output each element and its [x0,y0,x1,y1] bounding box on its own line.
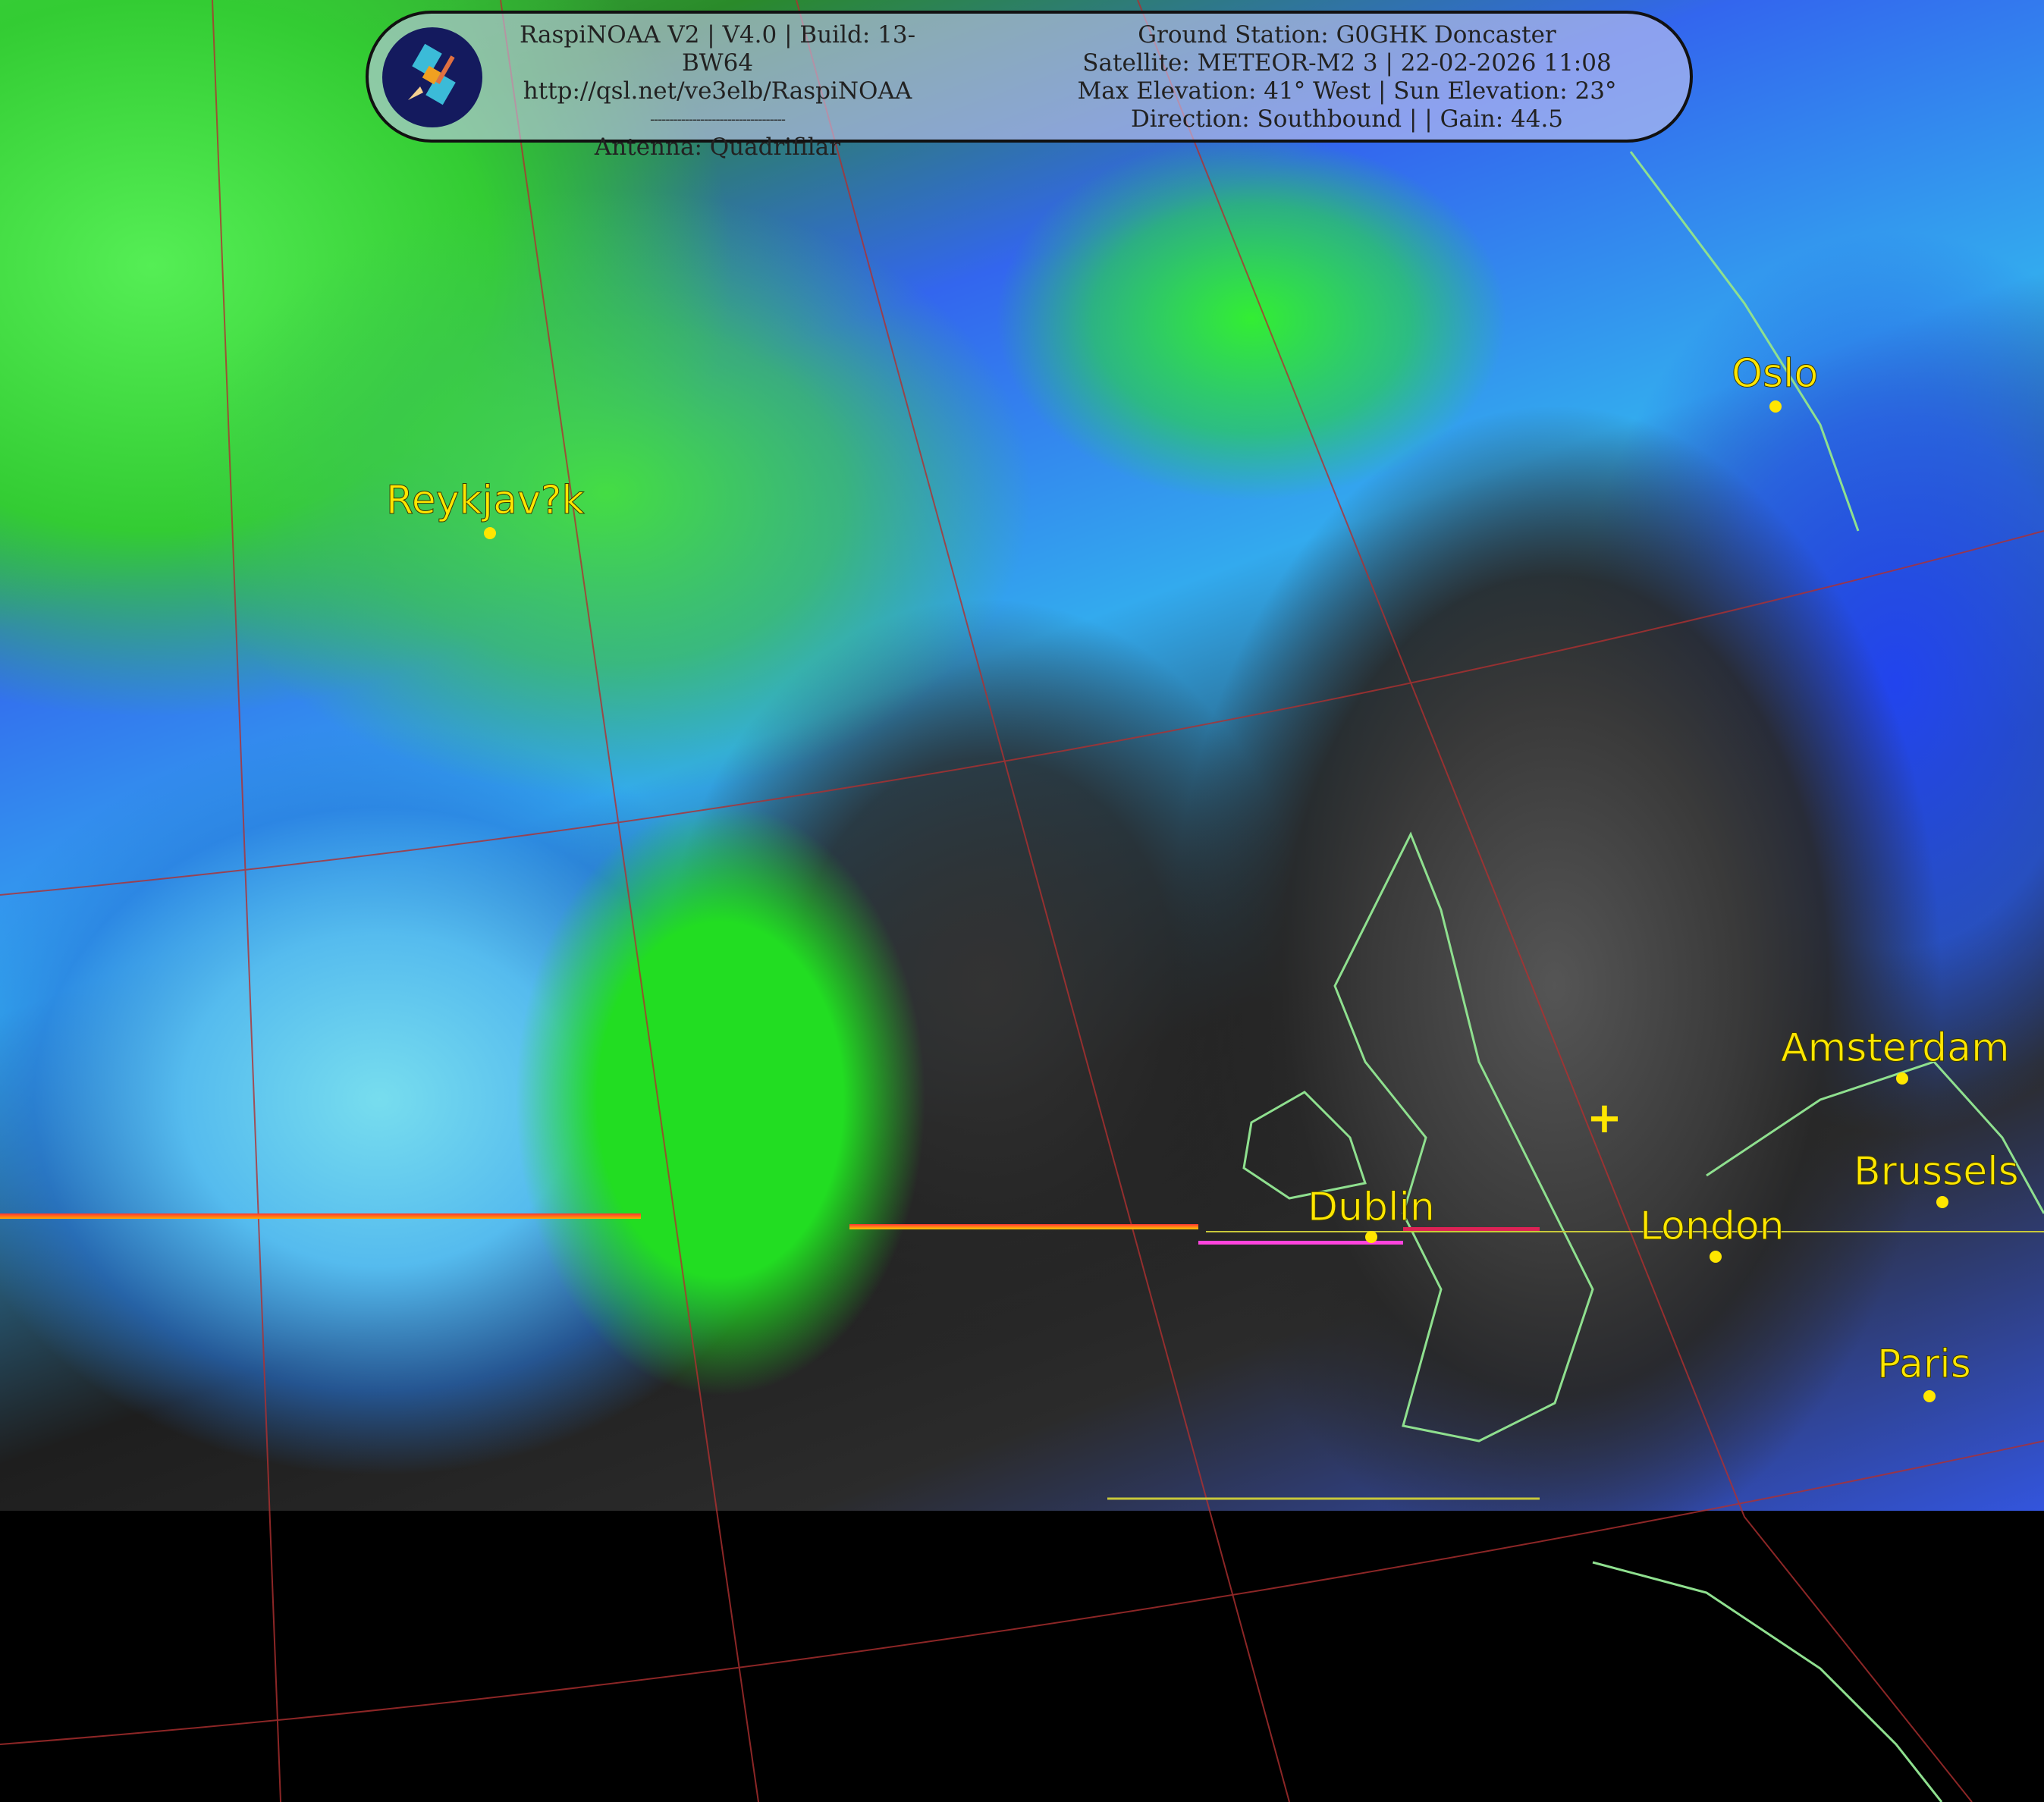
satellite-info: Satellite: METEOR-M2 3 | 22-02-2026 11:0… [1082,49,1612,77]
city-label-amsterdam: Amsterdam [1781,1025,2011,1072]
city-label-brussels: Brussels [1854,1149,2020,1195]
city-label-london: London [1640,1204,1785,1250]
coastline [1242,1091,1367,1200]
coastline [1592,1561,1943,1802]
city-label-paris: Paris [1877,1342,1972,1388]
antenna: Antenna: Quadrifilar [594,133,841,161]
noise-streak [849,1224,1198,1229]
city-marker [1923,1390,1936,1402]
city-marker [1365,1231,1377,1243]
noise-streak [0,1213,641,1219]
coastline [1629,151,1860,532]
project-url: http://qsl.net/ve3elb/RaspiNOAA [523,77,912,105]
direction-gain: Direction: Southbound | | Gain: 44.5 [1130,105,1564,133]
satellite-icon [382,27,482,127]
city-marker [484,527,496,539]
noise-streak [1403,1227,1540,1231]
city-label-reykjavik: Reykjav?k [385,478,585,524]
grid-line [0,1440,2044,1745]
city-marker [1710,1251,1722,1263]
plus-icon: + [1587,1094,1622,1143]
grid-line [212,0,281,1802]
grid-line [0,530,2044,896]
coastline [1333,831,1594,1443]
elevation-info: Max Elevation: 41° West | Sun Elevation:… [1077,77,1617,105]
coastline [1706,1060,2044,1214]
noise-streak [1198,1241,1403,1245]
grid-line [500,0,759,1802]
city-marker [1936,1196,1948,1208]
grid-line [1137,0,1973,1802]
app-version: RaspiNOAA V2 | V4.0 | Build: 13-BW64 [519,21,916,77]
city-label-oslo: Oslo [1731,351,1819,397]
city-marker [1896,1072,1908,1085]
city-marker [1769,400,1782,413]
ground-station: Ground Station: G0GHK Doncaster [1138,21,1556,49]
satellite-imagery [0,0,2044,1511]
city-label-dublin: Dublin [1308,1185,1436,1231]
grid-line [796,0,1290,1802]
pass-info-banner: RaspiNOAA V2 | V4.0 | Build: 13-BW64 htt… [366,11,1693,161]
separator: ----------------------------------- [650,111,786,127]
